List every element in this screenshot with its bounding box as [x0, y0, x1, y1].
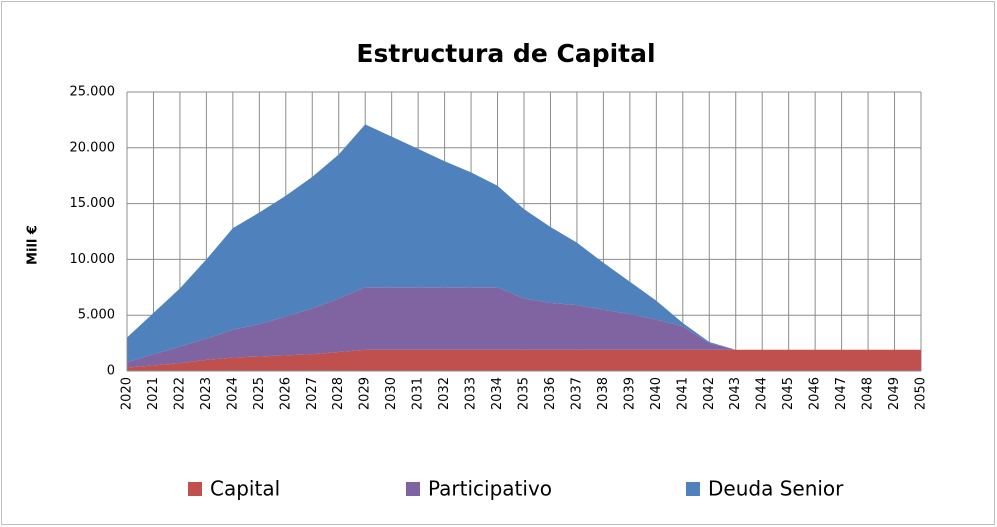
area: [127, 124, 921, 363]
chart-title: Estructura de Capital: [356, 39, 655, 68]
x-tick-label: 2035: [517, 377, 532, 410]
x-tick-label: 2032: [437, 377, 452, 410]
x-tick-label: 2043: [728, 377, 743, 410]
x-tick-label: 2026: [278, 377, 293, 410]
x-tick-label: 2049: [887, 377, 902, 410]
y-tick-label: 15.000: [70, 196, 116, 211]
x-tick-label: 2036: [543, 377, 558, 410]
area: [127, 349, 921, 371]
legend-label: Deuda Senior: [708, 477, 844, 501]
x-tick-label: 2044: [755, 377, 770, 410]
x-tick-label: 2047: [834, 377, 849, 410]
legend-swatch: [406, 482, 420, 496]
x-tick-label: 2045: [781, 377, 796, 410]
x-tick-label: 2023: [199, 377, 214, 410]
x-tick-label: 2037: [569, 377, 584, 410]
y-axis-label: Mill €: [26, 225, 41, 265]
y-tick-label: 10.000: [70, 252, 116, 267]
area: [127, 287, 921, 368]
x-tick-label: 2030: [384, 377, 399, 410]
y-tick-label: 25.000: [70, 85, 116, 100]
y-tick-label: 0: [107, 364, 115, 379]
x-tick-label: 2048: [861, 377, 876, 410]
legend-label: Capital: [210, 477, 280, 501]
x-tick-label: 2022: [172, 377, 187, 410]
y-tick-label: 5.000: [78, 308, 115, 323]
x-tick-label: 2039: [622, 377, 637, 410]
x-tick-label: 2027: [305, 377, 320, 410]
x-tick-label: 2046: [808, 377, 823, 410]
legend-swatch: [188, 482, 202, 496]
x-tick-label: 2020: [120, 377, 135, 410]
x-tick-label: 2028: [331, 377, 346, 410]
x-tick-label: 2040: [649, 377, 664, 410]
x-tick-label: 2050: [914, 377, 929, 410]
legend-swatch: [686, 482, 700, 496]
x-tick-label: 2034: [490, 377, 505, 410]
x-tick-label: 2031: [411, 377, 426, 410]
y-tick-label: 20.000: [70, 140, 116, 155]
x-tick-label: 2041: [675, 377, 690, 410]
x-tick-label: 2033: [464, 377, 479, 410]
x-tick-label: 2042: [702, 377, 717, 410]
x-tick-label: 2024: [225, 377, 240, 410]
x-tick-label: 2025: [252, 377, 267, 410]
legend-label: Participativo: [428, 477, 552, 501]
x-tick-label: 2029: [358, 377, 373, 410]
x-tick-label: 2038: [596, 377, 611, 410]
x-tick-label: 2021: [146, 377, 161, 410]
